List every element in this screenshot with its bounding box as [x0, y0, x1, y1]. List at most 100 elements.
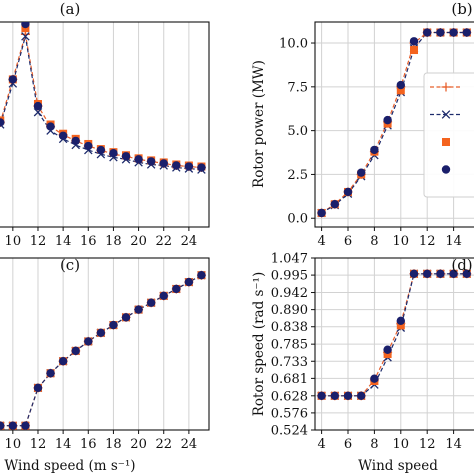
x-tick-label: 14	[55, 234, 72, 249]
panel-label: (a)	[60, 0, 81, 18]
panel-label: (b)	[451, 0, 472, 18]
series-square	[0, 271, 206, 430]
panel-a: 10 12 14 16 18 20 22 24 (a)	[0, 0, 210, 249]
series-circle	[0, 22, 206, 172]
x-tick-label: 12	[419, 437, 436, 452]
data-point	[0, 421, 5, 430]
x-tick-label: 6	[344, 437, 352, 452]
plot-area	[317, 269, 472, 401]
data-point	[383, 115, 392, 125]
plot-frame	[0, 21, 210, 228]
data-point	[383, 350, 392, 359]
series-square	[317, 269, 471, 400]
x-tick-label: 24	[181, 437, 198, 452]
x-tick-label: 14	[445, 234, 462, 249]
series-plus	[0, 270, 206, 430]
x-tick-label: 10	[393, 234, 410, 249]
y-tick-label: 0.942	[271, 286, 308, 301]
data-point	[396, 316, 405, 326]
data-point	[46, 369, 55, 378]
plot-frame	[0, 257, 210, 431]
data-point	[436, 269, 445, 278]
data-point	[370, 145, 379, 155]
data-point	[8, 421, 18, 430]
data-point	[96, 328, 106, 338]
series-plus	[317, 269, 472, 401]
y-tick-label: 0.576	[271, 406, 308, 421]
data-point	[409, 269, 419, 278]
data-point	[58, 131, 68, 140]
y-tick-label: 0.524	[271, 424, 308, 439]
y-tick-label: 7.5	[287, 80, 308, 95]
y-axis-title: Rotor power (MW)	[251, 60, 267, 188]
data-point	[33, 383, 43, 393]
data-point	[436, 28, 445, 37]
x-tick-label: 16	[80, 437, 97, 452]
data-point	[317, 391, 326, 400]
series-circle	[317, 269, 471, 400]
y-tick-label: 0.890	[271, 303, 308, 318]
plot-area	[317, 28, 472, 218]
data-point	[172, 284, 181, 294]
data-point	[109, 320, 118, 330]
data-point	[423, 28, 432, 37]
x-tick-label: 14	[55, 437, 72, 452]
plot-area	[0, 22, 206, 174]
y-tick-label: 5.0	[287, 124, 308, 139]
data-point	[449, 28, 458, 37]
data-point	[33, 107, 43, 117]
data-point	[84, 141, 93, 151]
x-axis-title: Wind speed (m s⁻¹)	[4, 458, 135, 474]
data-point	[317, 208, 326, 218]
data-point	[134, 155, 143, 164]
data-point	[197, 163, 206, 172]
data-point	[0, 118, 5, 127]
x-tick-label: 8	[370, 437, 378, 452]
data-point	[410, 46, 418, 55]
data-point	[109, 149, 118, 158]
data-point	[159, 159, 168, 168]
y-tick-label: 0.838	[271, 320, 308, 335]
data-point	[462, 28, 471, 37]
series-line	[0, 36, 202, 171]
x-tick-label: 4	[317, 437, 325, 452]
x-tick-label: 14	[445, 437, 462, 452]
y-tick-label: 0.785	[271, 338, 308, 353]
legend-marker	[441, 165, 451, 174]
data-point	[330, 200, 339, 209]
x-tick-label: 24	[181, 234, 198, 249]
data-point	[383, 345, 392, 354]
x-tick-label: 20	[130, 437, 147, 452]
data-point	[71, 346, 80, 356]
x-tick-label: 18	[105, 437, 122, 452]
data-point	[46, 122, 55, 131]
y-tick-label: 0.681	[271, 372, 308, 387]
y-tick-label: 0.0	[287, 212, 308, 227]
plot-frame	[314, 21, 474, 228]
x-axis-title: Wind speed	[358, 458, 438, 474]
data-point	[21, 32, 30, 41]
x-tick-label: 18	[105, 234, 122, 249]
data-point	[172, 161, 181, 170]
data-point	[462, 269, 471, 278]
y-tick-label: 10.0	[279, 37, 308, 52]
y-tick-label: 2.5	[287, 168, 308, 183]
data-point	[58, 357, 68, 366]
data-point	[370, 374, 379, 383]
x-tick-label: 16	[80, 234, 97, 249]
data-point	[409, 37, 419, 46]
legend-marker	[441, 110, 451, 119]
data-point	[134, 305, 143, 314]
series-circle	[317, 28, 471, 218]
data-point	[96, 145, 106, 155]
data-point	[396, 86, 405, 95]
data-point	[449, 269, 458, 278]
data-point	[343, 187, 353, 197]
data-point	[184, 162, 194, 171]
legend-marker	[442, 138, 450, 146]
y-axis-title: Rotor speed (rad s⁻¹)	[251, 272, 267, 417]
y-tick-label: 1.047	[271, 252, 308, 267]
data-point	[71, 136, 80, 146]
series-x	[0, 270, 206, 430]
data-point	[197, 271, 206, 280]
